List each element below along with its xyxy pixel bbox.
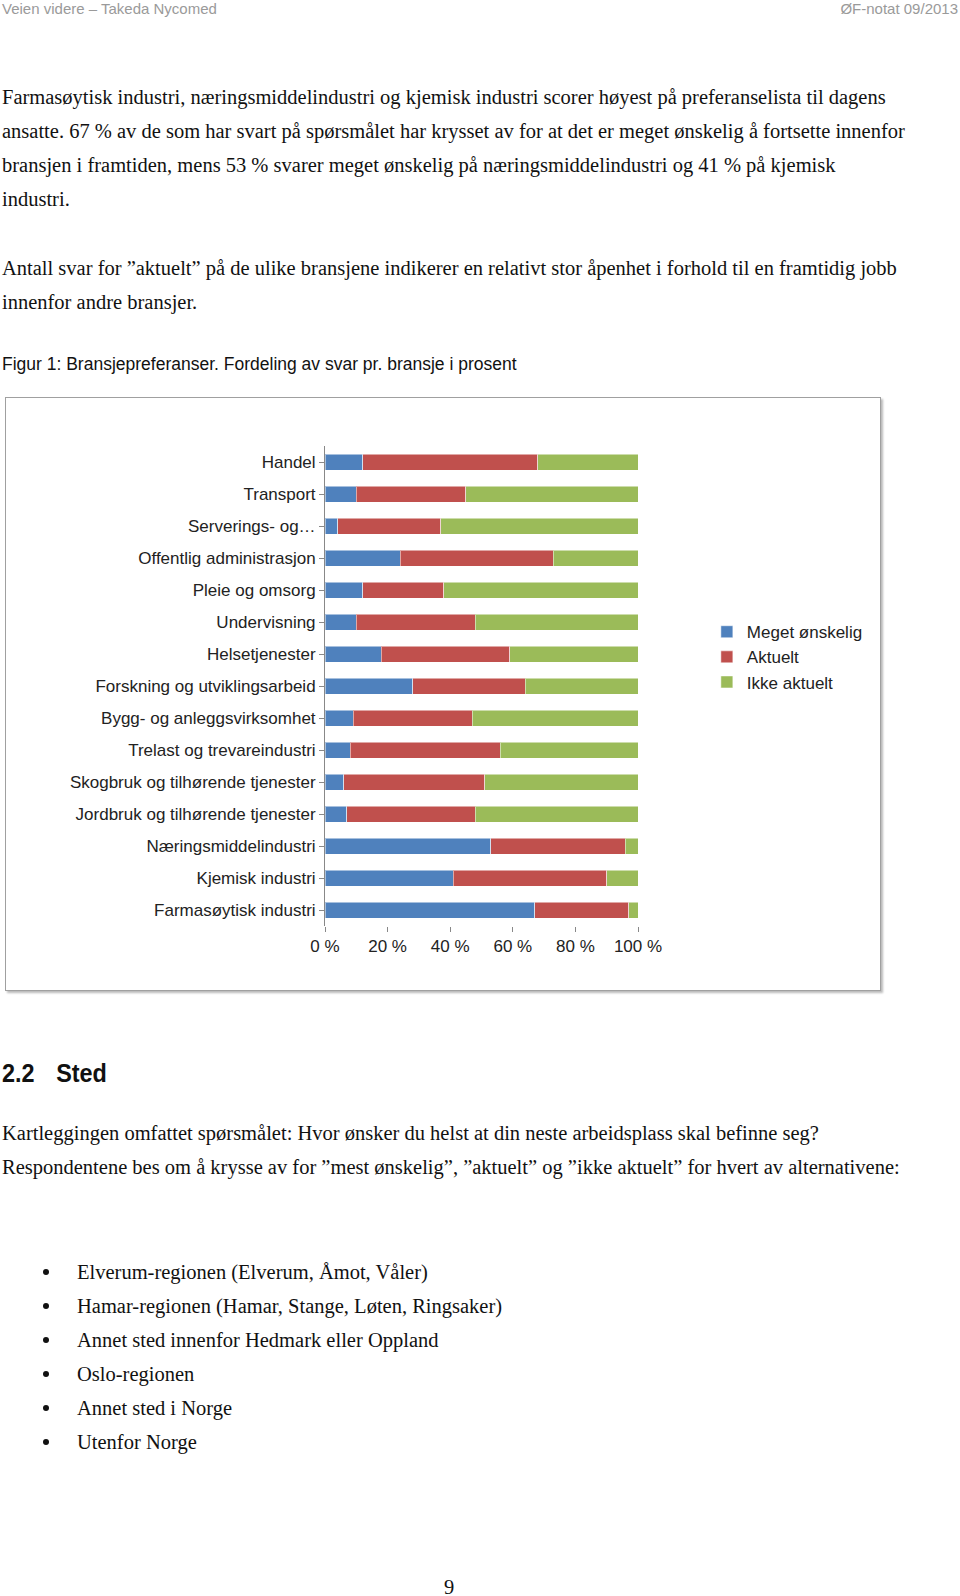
html-text:ØF-notat 09/2013: ØF-notat 09/2013 [840,0,958,17]
svg-text:Helsetjenester: Helsetjenester [207,645,316,664]
svg-text:Aktuelt: Aktuelt [747,648,799,667]
svg-text:Serverings- og…: Serverings- og… [188,517,316,536]
svg-text:Transport: Transport [243,485,315,504]
svg-text:Meget ønskelig: Meget ønskelig [747,623,862,642]
svg-text:40 %: 40 % [431,937,470,956]
svg-text:80 %: 80 % [556,937,595,956]
html-text:Annet sted innenfor Hedmark el: Annet sted innenfor Hedmark eller Opplan… [77,1329,439,1351]
html-text:Oslo-regionen: Oslo-regionen [77,1363,195,1385]
svg-text:Jordbruk og tilhørende tjenest: Jordbruk og tilhørende tjenester [76,805,316,824]
html-text:Figur 1: Bransjepreferanser. F: Figur 1: Bransjepreferanser. Fordeling a… [2,354,517,374]
html-text:Sted: Sted [56,1058,107,1088]
svg-text:Bygg- og anleggsvirksomhet: Bygg- og anleggsvirksomhet [101,709,316,728]
svg-text:Pleie og omsorg: Pleie og omsorg [193,581,316,600]
html-text:Farmasøytisk industri, nærings: Farmasøytisk industri, næringsmiddelindu… [2,86,905,210]
svg-text:Offentlig administrasjon: Offentlig administrasjon [138,549,315,568]
svg-text:Ikke aktuelt: Ikke aktuelt [747,674,833,693]
svg-text:Forskning og utviklingsarbeid: Forskning og utviklingsarbeid [95,677,315,696]
svg-text:Skogbruk og tilhørende tjenest: Skogbruk og tilhørende tjenester [70,773,316,792]
html-text:Utenfor Norge: Utenfor Norge [77,1431,197,1453]
html-text:Veien videre – Takeda Nycomed: Veien videre – Takeda Nycomed [2,0,217,17]
svg-text:Næringsmiddelindustri: Næringsmiddelindustri [146,837,315,856]
svg-text:Undervisning: Undervisning [216,613,315,632]
svg-text:60 %: 60 % [493,937,532,956]
svg-text:0 %: 0 % [310,937,339,956]
html-text:Kartleggingen omfattet spørsmå: Kartleggingen omfattet spørsmålet: Hvor … [2,1122,900,1178]
html-text:Antall svar for ”aktuelt” på d: Antall svar for ”aktuelt” på de ulike br… [2,257,897,313]
html-text:Hamar-regionen (Hamar, Stange,: Hamar-regionen (Hamar, Stange, Løten, Ri… [77,1295,503,1317]
html-text:Elverum-regionen (Elverum, Åmo: Elverum-regionen (Elverum, Åmot, Våler) [77,1261,428,1283]
html-text:Annet sted i Norge: Annet sted i Norge [77,1397,233,1419]
html-text:2.2: 2.2 [2,1058,35,1088]
svg-text:Farmasøytisk industri: Farmasøytisk industri [154,901,316,920]
svg-text:Kjemisk industri: Kjemisk industri [197,869,316,888]
svg-text:Handel: Handel [262,453,316,472]
svg-text:Trelast og trevareindustri: Trelast og trevareindustri [128,741,315,760]
svg-text:20 %: 20 % [368,937,407,956]
svg-text:100 %: 100 % [614,937,662,956]
